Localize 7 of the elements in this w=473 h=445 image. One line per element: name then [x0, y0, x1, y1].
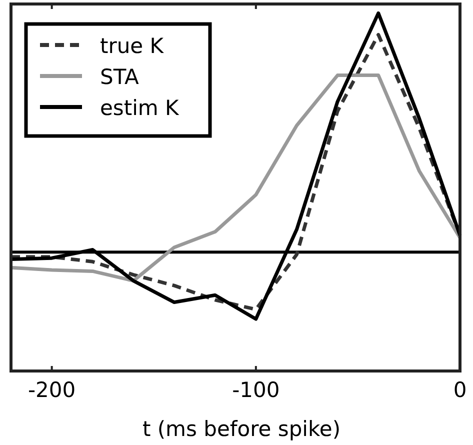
legend-label: true K	[100, 34, 165, 58]
x-axis-title: t (ms before spike)	[142, 417, 341, 441]
x-tick-label: -200	[28, 378, 76, 402]
x-tick-label: -100	[232, 378, 280, 402]
legend-label: estim K	[100, 96, 180, 120]
x-tick-label: 0	[453, 378, 467, 402]
legend-label: STA	[100, 65, 140, 89]
